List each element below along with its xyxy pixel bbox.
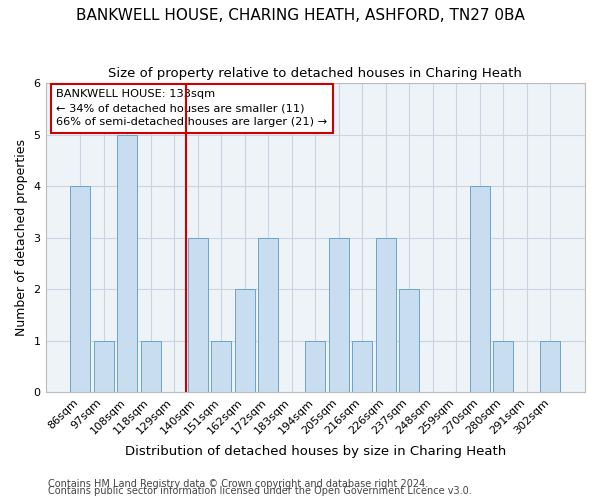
Bar: [94, 341, 113, 392]
Text: BANKWELL HOUSE: 133sqm
← 34% of detached houses are smaller (11)
66% of semi-det: BANKWELL HOUSE: 133sqm ← 34% of detached…: [56, 89, 328, 127]
Bar: [70, 186, 90, 392]
Bar: [235, 289, 255, 393]
Bar: [188, 238, 208, 392]
Bar: [305, 341, 325, 392]
Title: Size of property relative to detached houses in Charing Heath: Size of property relative to detached ho…: [109, 68, 522, 80]
X-axis label: Distribution of detached houses by size in Charing Heath: Distribution of detached houses by size …: [125, 444, 506, 458]
Bar: [541, 341, 560, 392]
Text: BANKWELL HOUSE, CHARING HEATH, ASHFORD, TN27 0BA: BANKWELL HOUSE, CHARING HEATH, ASHFORD, …: [76, 8, 524, 22]
Bar: [400, 289, 419, 393]
Bar: [376, 238, 396, 392]
Bar: [329, 238, 349, 392]
Bar: [470, 186, 490, 392]
Bar: [140, 341, 161, 392]
Bar: [117, 134, 137, 392]
Text: Contains HM Land Registry data © Crown copyright and database right 2024.: Contains HM Land Registry data © Crown c…: [48, 479, 428, 489]
Y-axis label: Number of detached properties: Number of detached properties: [15, 139, 28, 336]
Bar: [258, 238, 278, 392]
Bar: [352, 341, 373, 392]
Text: Contains public sector information licensed under the Open Government Licence v3: Contains public sector information licen…: [48, 486, 472, 496]
Bar: [493, 341, 514, 392]
Bar: [211, 341, 231, 392]
